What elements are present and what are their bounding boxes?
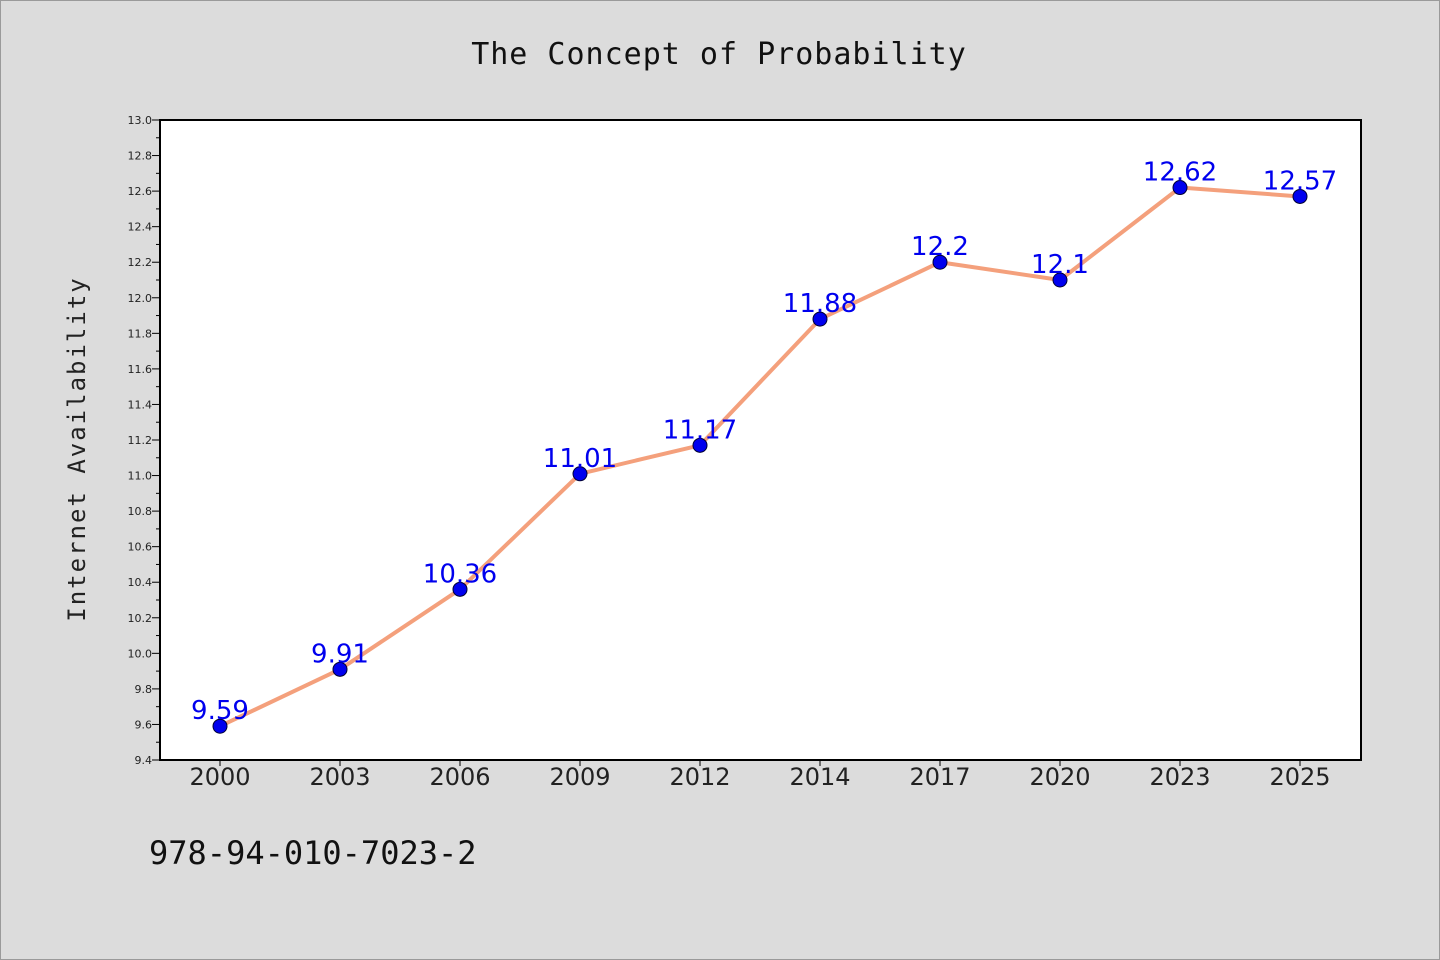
data-label: 12.62: [1143, 158, 1217, 188]
data-point: [212, 718, 228, 734]
y-tick-label: 11.8: [128, 327, 153, 340]
y-tick-label: 11.2: [128, 434, 153, 447]
data-point: [932, 254, 948, 270]
y-tick-label: 11.4: [128, 398, 153, 411]
y-tick-label: 9.8: [135, 683, 153, 696]
y-tick-label: 10.2: [128, 612, 153, 625]
data-point: [1172, 180, 1188, 196]
data-labels: 9.59 9.91 10.36 11.01 11.17 11.88 12.2 12.1 12.6…: [191, 158, 1337, 727]
y-axis: 9.4 9.6 9.8 10.0 10.2 10.4 10.6 10.8 11.0 11.2 11.…: [128, 114, 160, 767]
data-point: [572, 466, 588, 482]
x-tick-label: 2025: [1269, 763, 1330, 791]
plot-area: [159, 119, 1362, 761]
series-line: [219, 185, 1301, 729]
data-label: 12.57: [1263, 166, 1337, 196]
chart-title: The Concept of Probability: [471, 37, 967, 72]
y-tick-label: 10.4: [128, 576, 153, 589]
data-label: 9.91: [311, 639, 369, 669]
data-point: [1052, 272, 1068, 288]
y-tick-label: 9.6: [135, 718, 153, 731]
x-tick-label: 2009: [549, 763, 610, 791]
y-tick-label: 12.6: [128, 185, 153, 198]
data-label: 11.88: [783, 289, 857, 319]
x-tick-label: 2014: [789, 763, 850, 791]
x-tick-label: 2006: [429, 763, 490, 791]
footer-isbn: 978-94-010-7023-2: [149, 834, 477, 872]
data-point: [692, 437, 708, 453]
y-tick-label: 13.0: [128, 114, 153, 127]
x-tick-label: 2003: [309, 763, 370, 791]
data-label: 12.1: [1031, 250, 1089, 280]
y-tick-label: 12.8: [128, 150, 153, 163]
y-tick-label: 10.0: [128, 647, 153, 660]
data-label: 9.59: [191, 696, 249, 726]
x-tick-label: 2023: [1149, 763, 1210, 791]
data-label: 10.36: [423, 559, 497, 589]
y-tick-label: 11.0: [128, 470, 153, 483]
x-tick-label: 2012: [669, 763, 730, 791]
x-tick-label: 2020: [1029, 763, 1090, 791]
y-tick-label: 10.6: [128, 541, 153, 554]
data-label: 11.17: [663, 415, 737, 445]
x-tick-label: 2017: [909, 763, 970, 791]
data-point: [1292, 188, 1308, 204]
y-tick-label: 12.4: [128, 221, 153, 234]
y-tick-label: 10.8: [128, 505, 153, 518]
data-point: [812, 311, 828, 327]
series-layer: [212, 180, 1308, 734]
x-tick-label: 2000: [189, 763, 250, 791]
y-axis-label: Internet Availability: [63, 276, 91, 621]
data-point: [452, 581, 468, 597]
data-point: [332, 661, 348, 677]
y-tick-label: 12.2: [128, 256, 153, 269]
data-label: 12.2: [911, 232, 969, 262]
y-tick-label: 12.0: [128, 292, 153, 305]
y-tick-label: 9.4: [135, 754, 153, 767]
data-label: 11.01: [543, 444, 617, 474]
x-axis: 2000 2003 2006 2009 2012 2014 2017 2020 2023 2025: [189, 760, 1331, 791]
y-tick-label: 11.6: [128, 363, 153, 376]
